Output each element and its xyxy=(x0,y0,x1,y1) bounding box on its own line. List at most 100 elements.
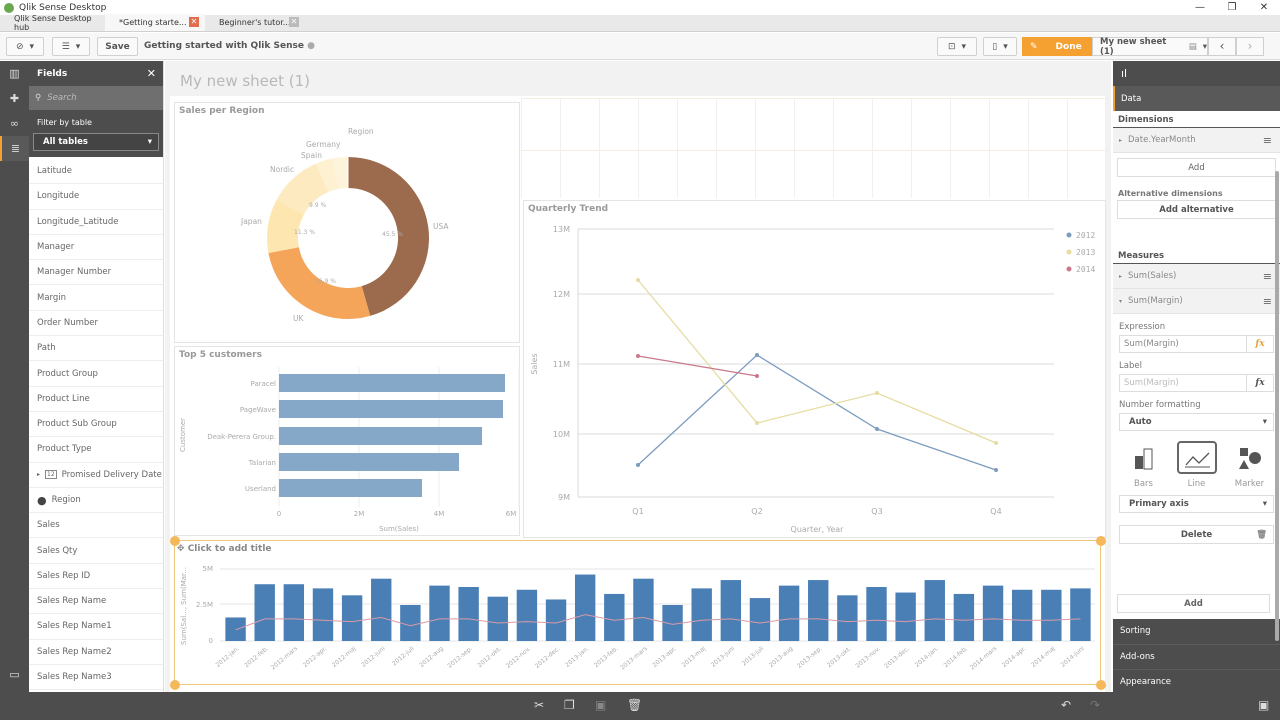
navigation-menu-button[interactable]: ⊘ ▾ xyxy=(6,37,44,56)
field-item[interactable]: Sales Rep ID xyxy=(29,564,163,590)
chart-title[interactable]: ✥ Click to add title xyxy=(177,544,272,554)
cut-icon[interactable]: ✂ xyxy=(534,698,545,712)
combo-bar[interactable] xyxy=(371,578,392,641)
toggle-properties-icon[interactable]: ▣ xyxy=(1258,698,1270,712)
field-item[interactable]: Order Number xyxy=(29,311,163,337)
combo-bar[interactable] xyxy=(866,587,887,641)
quarterly-trend-chart[interactable]: Quarterly Trend 13M 12M 11M 10M 9M Q1 Q2… xyxy=(523,200,1106,538)
tab-hub[interactable]: Qlik Sense Desktop hub xyxy=(0,14,105,32)
field-item[interactable]: Manager xyxy=(29,235,163,261)
combo-bar[interactable] xyxy=(545,599,567,641)
field-item[interactable]: Sales Rep Name xyxy=(29,589,163,615)
field-item[interactable]: Product Line xyxy=(29,387,163,412)
fields-search-input[interactable]: ⚲ Search xyxy=(29,86,163,110)
combo-bar[interactable] xyxy=(604,593,625,641)
charts-nav-item[interactable]: ▥ xyxy=(0,61,29,86)
sheet-selector[interactable]: My new sheet (1) ▤ ▾ xyxy=(1092,37,1208,57)
close-icon[interactable]: ✕ xyxy=(146,67,156,80)
close-tab-icon[interactable]: ✕ xyxy=(289,17,299,27)
resize-handle-tr[interactable] xyxy=(1096,536,1106,546)
data-section-tab[interactable]: Data xyxy=(1113,86,1280,111)
save-button[interactable]: Save xyxy=(97,37,138,56)
add-dimension-button[interactable]: Add xyxy=(1117,158,1276,177)
combo-bar[interactable] xyxy=(691,588,712,641)
combo-chart[interactable]: ✥ Click to add title 2012-jan. 2012-feb. 2… xyxy=(175,541,1101,685)
done-button[interactable]: ✎ Done xyxy=(1022,37,1092,56)
number-formatting-select[interactable]: Auto ▾ xyxy=(1119,413,1274,431)
combo-bar[interactable] xyxy=(458,587,479,641)
measure-item[interactable]: ▸ Sum(Sales) ≡ xyxy=(1113,264,1280,289)
empty-grid-area[interactable] xyxy=(521,98,1108,198)
global-menu-button[interactable]: ☰ ▾ xyxy=(52,37,90,56)
field-item[interactable]: Margin xyxy=(29,285,163,311)
type-bars-button[interactable]: Bars xyxy=(1122,441,1166,489)
maximize-button[interactable]: ❐ xyxy=(1227,2,1237,13)
drag-handle-icon[interactable]: ≡ xyxy=(1262,294,1272,308)
redo-icon[interactable]: ↷ xyxy=(1090,698,1101,712)
field-item-geo[interactable]: ● Region xyxy=(29,488,163,514)
fields-nav-item[interactable]: ≣ xyxy=(0,136,29,161)
combo-bar[interactable] xyxy=(895,592,916,641)
axis-select[interactable]: Primary axis ▾ xyxy=(1119,495,1274,513)
field-item[interactable]: Sales Qty xyxy=(29,538,163,564)
combo-bar[interactable] xyxy=(749,598,771,641)
previous-sheet-button[interactable]: ‹ xyxy=(1208,37,1236,56)
field-item-date[interactable]: ▸ 12 Promised Delivery Date xyxy=(29,463,163,488)
story-button[interactable]: ⊡ ▾ xyxy=(937,37,977,56)
type-marker-button[interactable]: Marker xyxy=(1228,441,1272,489)
extensions-nav-item[interactable]: ✚ xyxy=(0,86,29,111)
combo-bar[interactable] xyxy=(574,574,596,641)
combo-bar[interactable] xyxy=(837,595,858,641)
combo-bar[interactable] xyxy=(633,578,654,641)
delete-measure-button[interactable]: Delete 🗑 xyxy=(1119,525,1274,544)
field-item[interactable]: Longitude_Latitude xyxy=(29,210,163,235)
expression-input[interactable]: Sum(Margin) fx xyxy=(1119,335,1274,353)
drag-handle-icon[interactable]: ≡ xyxy=(1262,269,1272,283)
expand-icon[interactable]: ▸ xyxy=(1119,136,1123,144)
combo-bar[interactable] xyxy=(1011,589,1033,641)
field-item[interactable]: Product Group xyxy=(29,361,163,387)
label-input[interactable]: Sum(Margin) fx xyxy=(1119,374,1274,392)
combo-bar[interactable] xyxy=(924,580,945,641)
combo-bar[interactable] xyxy=(778,585,800,641)
add-ons-section[interactable]: Add-ons xyxy=(1113,644,1280,670)
add-alternative-button[interactable]: Add alternative xyxy=(1117,200,1276,219)
combo-bar[interactable] xyxy=(720,580,742,641)
combo-bar[interactable] xyxy=(982,585,1004,641)
combo-bar[interactable] xyxy=(429,585,450,641)
combo-bar[interactable] xyxy=(283,584,305,641)
next-sheet-button[interactable]: › xyxy=(1236,37,1264,56)
add-measure-button[interactable]: Add xyxy=(1117,594,1270,613)
type-line-button[interactable]: Line xyxy=(1175,441,1219,489)
close-tab-icon[interactable]: ✕ xyxy=(189,17,199,27)
resize-handle-br[interactable] xyxy=(1096,680,1106,690)
resize-handle-bl[interactable] xyxy=(170,680,180,690)
combo-bar[interactable] xyxy=(225,617,246,641)
combo-bar[interactable] xyxy=(808,580,829,641)
copy-icon[interactable]: ❐ xyxy=(564,698,575,712)
fx-icon[interactable]: fx xyxy=(1246,375,1273,391)
combo-bar[interactable] xyxy=(312,588,334,641)
field-item[interactable]: Sales Rep Name2 xyxy=(29,640,163,665)
field-item[interactable]: Sales Rep Name1 xyxy=(29,614,163,640)
field-item[interactable]: Product Sub Group xyxy=(29,412,163,438)
combo-bar[interactable] xyxy=(516,589,538,641)
master-items-nav-item[interactable]: ∞ xyxy=(0,111,29,136)
resize-handle-tl[interactable] xyxy=(170,536,180,546)
chart-type-header[interactable]: ıl xyxy=(1113,61,1280,86)
expand-icon[interactable]: ▸ xyxy=(1119,272,1123,280)
paste-icon[interactable]: ▣ xyxy=(595,698,607,712)
combo-bar[interactable] xyxy=(400,605,421,641)
drag-handle-icon[interactable]: ≡ xyxy=(1262,133,1272,147)
combo-bar[interactable] xyxy=(254,584,275,641)
drag-handle-icon[interactable]: ✥ xyxy=(177,544,185,554)
sheet-title[interactable]: My new sheet (1) xyxy=(180,72,311,90)
undo-icon[interactable]: ↶ xyxy=(1061,698,1072,712)
field-item[interactable]: Longitude xyxy=(29,184,163,210)
properties-scrollbar[interactable] xyxy=(1275,171,1279,641)
sales-per-region-chart[interactable]: Sales per Region Region Germany Spain No… xyxy=(174,102,520,343)
top-5-customers-chart[interactable]: Top 5 customers Paracel PageWave Deak-Pe… xyxy=(174,346,520,536)
tab-getting-started[interactable]: *Getting starte... ✕ xyxy=(105,14,205,31)
combo-bar[interactable] xyxy=(487,596,508,641)
sorting-section[interactable]: Sorting xyxy=(1113,619,1280,645)
